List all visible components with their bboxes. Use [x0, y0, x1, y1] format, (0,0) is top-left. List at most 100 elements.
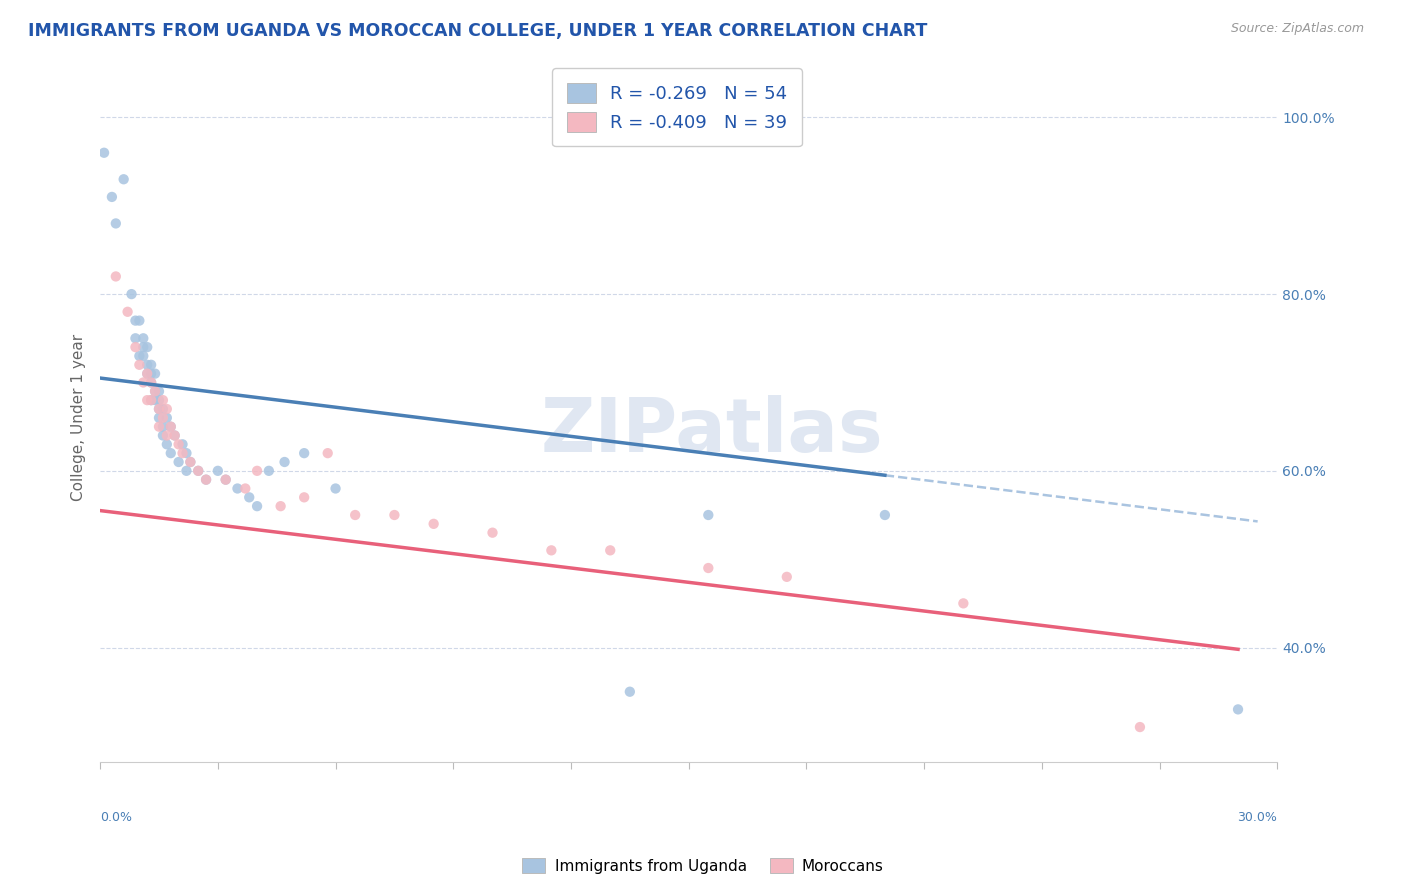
Point [148, 384, 170, 399]
Point [163, 428, 186, 442]
Text: ZIPatlas: ZIPatlas [541, 395, 883, 468]
Point [215, 473, 238, 487]
Point [148, 401, 170, 416]
Point [270, 499, 292, 513]
Point [187, 464, 209, 478]
Point [139, 376, 162, 390]
Point [132, 331, 155, 345]
Point [179, 455, 201, 469]
Text: 30.0%: 30.0% [1237, 811, 1277, 823]
Point [121, 287, 143, 301]
Point [167, 437, 190, 451]
Point [481, 525, 503, 540]
Point [246, 464, 269, 478]
Point [139, 393, 162, 408]
Point [179, 455, 201, 469]
Point [246, 499, 269, 513]
Point [128, 358, 150, 372]
Point [344, 508, 367, 522]
Point [128, 349, 150, 363]
Point [139, 376, 162, 390]
Point [139, 358, 162, 372]
Point [156, 428, 179, 442]
Point [132, 349, 155, 363]
Point [136, 367, 159, 381]
Y-axis label: College, Under 1 year: College, Under 1 year [72, 334, 86, 501]
Text: 0.0%: 0.0% [100, 811, 132, 823]
Point [112, 172, 135, 186]
Point [152, 393, 174, 408]
Point [159, 419, 181, 434]
Point [148, 419, 170, 434]
Point [104, 216, 127, 230]
Point [776, 570, 799, 584]
Point [124, 331, 146, 345]
Point [952, 596, 974, 610]
Point [1227, 702, 1250, 716]
Point [619, 684, 641, 698]
Legend: R = -0.269   N = 54, R = -0.409   N = 39: R = -0.269 N = 54, R = -0.409 N = 39 [553, 69, 801, 146]
Point [316, 446, 339, 460]
Point [187, 464, 209, 478]
Point [143, 384, 166, 399]
Point [117, 305, 139, 319]
Point [136, 367, 159, 381]
Point [156, 410, 179, 425]
Point [136, 358, 159, 372]
Point [697, 508, 720, 522]
Legend: Immigrants from Uganda, Moroccans: Immigrants from Uganda, Moroccans [516, 852, 890, 880]
Point [176, 464, 198, 478]
Point [226, 482, 249, 496]
Point [599, 543, 621, 558]
Point [156, 401, 179, 416]
Point [238, 491, 260, 505]
Point [873, 508, 896, 522]
Point [1129, 720, 1152, 734]
Point [257, 464, 280, 478]
Point [156, 437, 179, 451]
Point [163, 428, 186, 442]
Point [195, 473, 218, 487]
Point [101, 190, 124, 204]
Point [136, 393, 159, 408]
Point [93, 145, 115, 160]
Point [139, 367, 162, 381]
Point [132, 376, 155, 390]
Point [176, 446, 198, 460]
Point [697, 561, 720, 575]
Point [152, 419, 174, 434]
Point [152, 428, 174, 442]
Point [124, 340, 146, 354]
Text: Source: ZipAtlas.com: Source: ZipAtlas.com [1230, 22, 1364, 36]
Point [128, 313, 150, 327]
Point [325, 482, 347, 496]
Point [292, 446, 315, 460]
Point [143, 384, 166, 399]
Point [148, 401, 170, 416]
Point [104, 269, 127, 284]
Point [167, 455, 190, 469]
Point [540, 543, 562, 558]
Point [215, 473, 238, 487]
Point [152, 410, 174, 425]
Point [143, 367, 166, 381]
Point [159, 419, 181, 434]
Point [172, 446, 194, 460]
Point [207, 464, 229, 478]
Point [136, 340, 159, 354]
Point [143, 393, 166, 408]
Point [152, 401, 174, 416]
Point [292, 491, 315, 505]
Point [384, 508, 406, 522]
Point [148, 393, 170, 408]
Point [195, 473, 218, 487]
Point [159, 446, 181, 460]
Text: IMMIGRANTS FROM UGANDA VS MOROCCAN COLLEGE, UNDER 1 YEAR CORRELATION CHART: IMMIGRANTS FROM UGANDA VS MOROCCAN COLLE… [28, 22, 928, 40]
Point [132, 340, 155, 354]
Point [139, 393, 162, 408]
Point [172, 437, 194, 451]
Point [422, 516, 444, 531]
Point [273, 455, 295, 469]
Point [233, 482, 256, 496]
Point [148, 410, 170, 425]
